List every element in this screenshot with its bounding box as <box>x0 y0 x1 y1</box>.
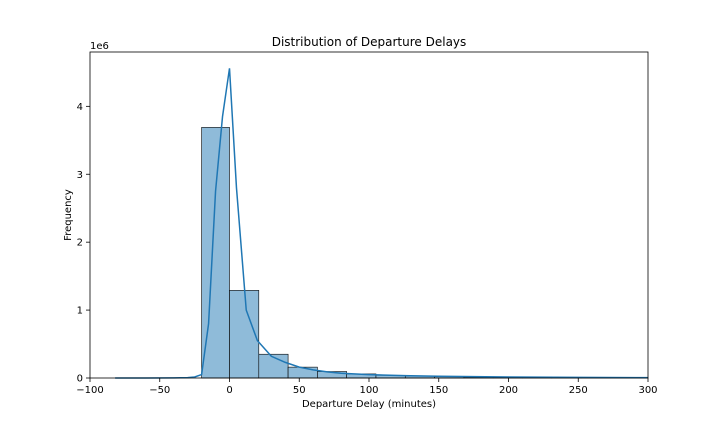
y-tick-label: 3 <box>77 170 83 181</box>
x-tick-label: −50 <box>149 385 170 396</box>
y-tick-label: 2 <box>77 238 83 249</box>
y-tick-label: 4 <box>77 102 83 113</box>
x-tick-label: 0 <box>226 385 232 396</box>
y-axis-label: Frequency <box>63 189 74 241</box>
x-tick-label: 300 <box>638 385 657 396</box>
y-tick-label: 0 <box>77 374 83 385</box>
x-tick-label: 100 <box>359 385 378 396</box>
x-tick-label: 200 <box>499 385 518 396</box>
x-tick-label: 250 <box>569 385 588 396</box>
x-tick-label: −100 <box>76 385 103 396</box>
x-tick-label: 50 <box>293 385 306 396</box>
kde-line <box>115 68 649 379</box>
y-axis-ticks: 0 1 2 3 4 <box>77 102 90 385</box>
histogram-bar-3 <box>287 366 318 379</box>
y-scale-offset-label: 1e6 <box>90 41 109 52</box>
x-axis-ticks: −100 −50 0 50 100 150 200 250 300 <box>76 378 658 396</box>
chart-title: Distribution of Departure Delays <box>272 35 467 49</box>
y-tick-label: 1 <box>77 306 83 317</box>
histogram-bar-1 <box>229 290 260 379</box>
x-axis-label: Departure Delay (minutes) <box>302 399 436 410</box>
x-tick-label: 150 <box>429 385 448 396</box>
